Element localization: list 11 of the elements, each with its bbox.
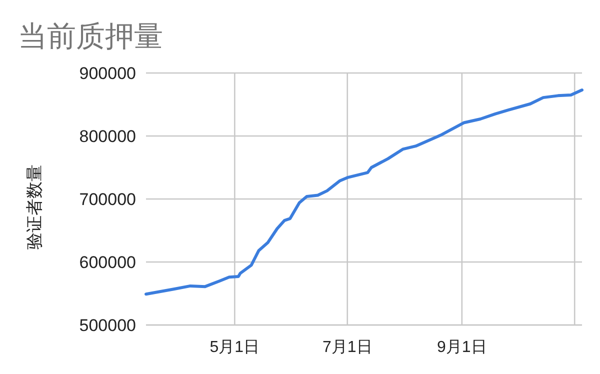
y-tick-label: 900000	[79, 64, 136, 83]
y-tick-label: 800000	[79, 127, 136, 146]
y-tick-label: 700000	[79, 190, 136, 209]
line-series	[144, 88, 584, 296]
x-tick-label: 5月1日	[210, 339, 260, 356]
x-tick-label: 7月1日	[322, 339, 372, 356]
x-tick-label: 9月1日	[437, 339, 487, 356]
chart-title: 当前质押量	[18, 21, 163, 53]
y-axis-title: 验证者数量	[25, 164, 44, 250]
y-tick-label: 600000	[79, 253, 136, 272]
y-tick-label: 500000	[79, 316, 136, 335]
